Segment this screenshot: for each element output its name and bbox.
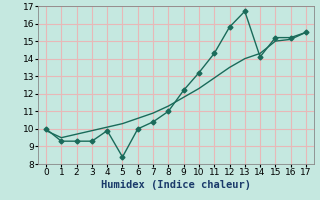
- X-axis label: Humidex (Indice chaleur): Humidex (Indice chaleur): [101, 180, 251, 190]
